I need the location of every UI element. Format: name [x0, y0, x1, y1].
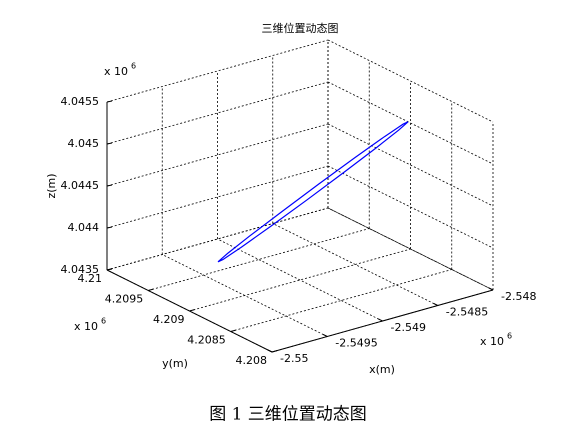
z-tick-label: 4.0455 [61, 95, 100, 108]
tick-mark [106, 226, 113, 229]
chart-title: 三维位置动态图 [262, 21, 339, 35]
y-axis-label: y(m) [162, 357, 188, 370]
z-exponent-power: 6 [131, 62, 136, 71]
grid-line [148, 228, 370, 291]
tick-mark [267, 349, 273, 353]
tick-mark [106, 142, 113, 145]
z-axis-label: z(m) [45, 173, 58, 198]
x-tick-label: -2.5485 [446, 306, 488, 319]
y-exponent: x 10 [74, 320, 98, 333]
tick-mark [488, 287, 494, 291]
grid-line [327, 123, 494, 207]
z-tick-label: 4.0435 [61, 263, 100, 276]
grid-line [327, 39, 494, 123]
y-tick-label: 4.208 [236, 354, 268, 367]
tick-mark [323, 334, 328, 337]
tick-mark [189, 309, 195, 312]
tick-mark [378, 318, 383, 322]
tick-mark [106, 268, 113, 271]
grid-line [327, 81, 494, 165]
tick-mark [106, 184, 113, 187]
x-tick-label: -2.5495 [335, 337, 377, 350]
z-tick-label: 4.045 [68, 137, 100, 150]
x-tick-label: -2.548 [501, 290, 536, 303]
z-tick-label: 4.044 [68, 221, 100, 234]
tick-mark [106, 100, 113, 103]
x-tick-label: -2.549 [391, 321, 426, 334]
y-tick-label: 4.209 [153, 313, 185, 326]
tick-mark [148, 288, 154, 291]
y-exponent-power: 6 [101, 317, 106, 326]
x-exponent-power: 6 [507, 332, 512, 341]
tick-mark [433, 303, 438, 306]
caption: 图 1 三维位置动态图 [209, 405, 367, 425]
tick-mark [271, 350, 278, 353]
trajectory-line [217, 121, 409, 263]
grid-line [106, 39, 329, 103]
grid-line [217, 238, 383, 322]
y-tick-label: 4.2085 [187, 334, 226, 347]
y-tick-label: 4.21 [78, 272, 103, 285]
x-tick-label: -2.55 [280, 352, 308, 365]
grid-line [327, 207, 494, 291]
y-tick-label: 4.2095 [105, 293, 144, 306]
z-exponent: x 10 [104, 65, 128, 78]
x-exponent: x 10 [480, 335, 504, 348]
x-axis-label: x(m) [369, 363, 395, 376]
tick-mark [230, 329, 236, 332]
grid-line [327, 165, 494, 249]
z-tick-label: 4.0445 [61, 179, 100, 192]
